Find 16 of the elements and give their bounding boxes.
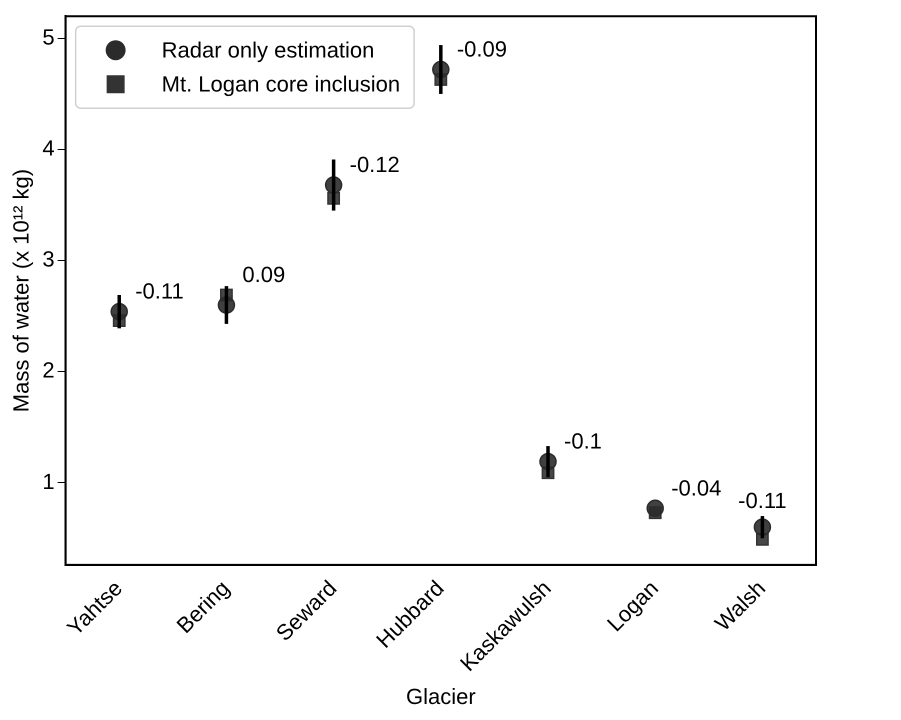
y-axis-title: Mass of water (x 10¹² kg) xyxy=(8,168,34,412)
legend-label: Radar only estimation xyxy=(162,37,374,62)
y-tick-label: 1 xyxy=(42,468,55,494)
annotation: -0.12 xyxy=(350,152,400,178)
y-tick-label: 5 xyxy=(42,24,55,50)
annotation: 0.09 xyxy=(242,262,286,288)
annotation: -0.04 xyxy=(671,475,722,500)
y-tick-label: 4 xyxy=(42,136,55,161)
annotation: -0.11 xyxy=(738,488,787,514)
annotation: -0.11 xyxy=(135,278,184,304)
annotation: -0.09 xyxy=(456,36,507,62)
x-axis-title: Glacier xyxy=(406,684,476,709)
legend-label: Mt. Logan core inclusion xyxy=(162,71,400,96)
y-tick-label: 3 xyxy=(42,246,55,272)
annotation: -0.1 xyxy=(564,428,602,454)
y-tick-label: 2 xyxy=(42,358,55,383)
